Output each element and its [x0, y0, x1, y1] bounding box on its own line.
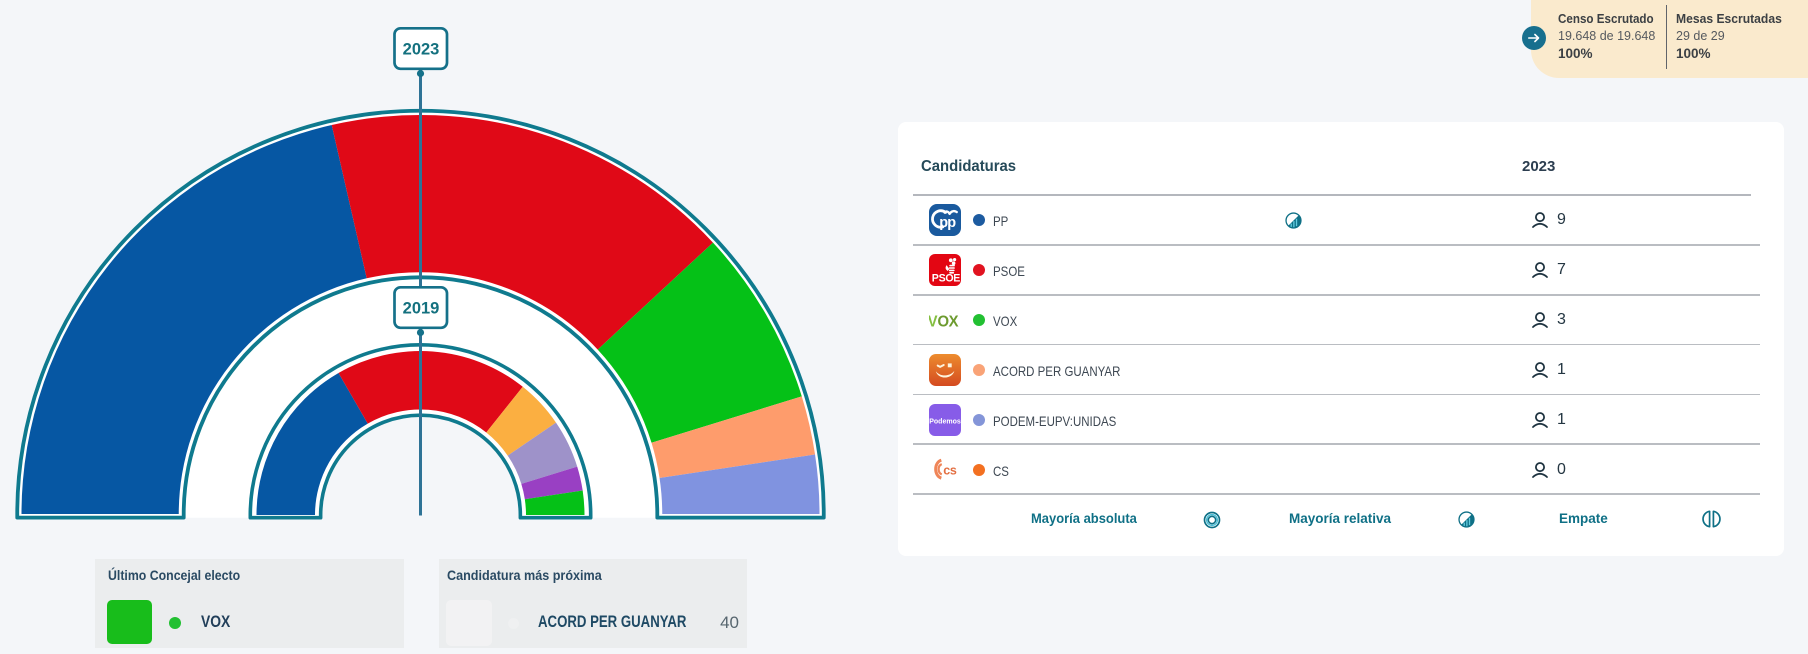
svg-text:OX: OX	[938, 313, 960, 331]
svg-text:V: V	[929, 313, 938, 331]
svg-text:2019: 2019	[403, 300, 440, 318]
svg-text:pp: pp	[939, 215, 956, 231]
svg-text:Podemos: Podemos	[929, 419, 961, 426]
svg-text:2023: 2023	[403, 41, 440, 59]
svg-text:PSOE: PSOE	[932, 273, 960, 285]
svg-text:cs: cs	[943, 463, 957, 477]
